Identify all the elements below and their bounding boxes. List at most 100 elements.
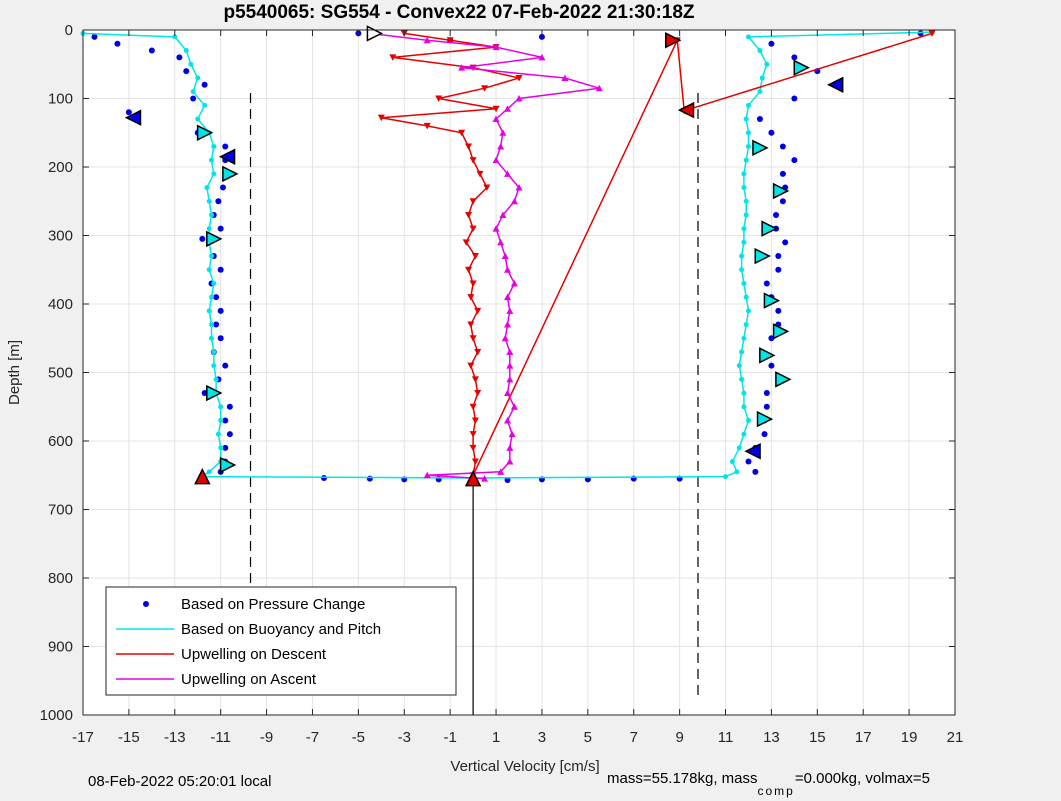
ascent-upwelling-line-point (423, 471, 431, 479)
legend-label: Upwelling on Ascent (181, 671, 317, 688)
ascent-upwelling-line-point (481, 475, 489, 482)
triangle-marker (218, 148, 236, 165)
ascent-upwelling-line-point (506, 458, 514, 465)
buoyancy-pitch-line-point (741, 239, 747, 245)
axis-ticks: -17 -15 -13 -11 -9 -7 -5 -3 -1 1 3 5 7 9 11 13 15 17 19 210… (40, 22, 964, 746)
pressure-change-point (779, 143, 786, 150)
buoyancy-pitch-line-point (206, 469, 212, 475)
y-tick-label: 800 (48, 570, 73, 587)
ascent-upwelling-line-point (506, 444, 514, 451)
buoyancy-pitch-line-point (213, 376, 219, 382)
y-tick-label: 600 (48, 433, 73, 450)
ascent-upwelling-line-point (497, 142, 505, 150)
triangle-marker (763, 292, 781, 309)
buoyancy-pitch-line-point (745, 34, 751, 40)
x-tick-label: 7 (630, 729, 638, 746)
ascent-upwelling-line-point (501, 334, 509, 342)
buoyancy-pitch-line-point (741, 431, 747, 437)
descent-upwelling-line-point (481, 85, 489, 92)
pressure-change-point (217, 335, 224, 342)
descent-upwelling-line-point (469, 335, 477, 342)
triangle-marker (752, 139, 769, 157)
pressure-change-point (768, 40, 775, 47)
buoyancy-pitch-line-point (759, 75, 765, 81)
y-tick-label: 1000 (40, 707, 73, 724)
buoyancy-pitch-line-point (195, 75, 201, 81)
pressure-change-point (763, 390, 770, 397)
x-tick-label: -17 (72, 729, 94, 746)
legend-label: Upwelling on Descent (181, 646, 327, 663)
buoyancy-pitch-line-point (745, 102, 751, 108)
buoyancy-pitch-line-point (190, 89, 196, 95)
buoyancy-pitch-line-point (218, 404, 224, 410)
buoyancy-pitch-line-point (183, 48, 189, 54)
buoyancy-pitch-line-point (741, 404, 747, 410)
y-tick-label: 500 (48, 365, 73, 382)
local-time-footer: 08-Feb-2022 05:20:01 local (88, 773, 272, 790)
descent-upwelling-line-point (471, 417, 479, 424)
triangle-marker (772, 323, 790, 340)
descent-upwelling-line-point (465, 266, 473, 274)
pressure-change-point (222, 417, 229, 424)
pressure-change-point (779, 170, 786, 177)
y-tick-label: 0 (65, 22, 73, 39)
ascent-upwelling-line-point (497, 468, 505, 475)
ascent-upwelling-line-point (510, 197, 518, 205)
buoyancy-pitch-line-point (211, 280, 217, 286)
triangle-marker (761, 220, 778, 237)
descent-upwelling-line (381, 32, 933, 476)
triangle-marker (664, 32, 682, 49)
triangle-marker (775, 371, 792, 388)
descent-upwelling-line-point (469, 225, 477, 233)
pressure-change-point (217, 307, 224, 314)
descent-upwelling-line-point (458, 129, 466, 137)
ascent-upwelling-line-point (506, 348, 514, 355)
x-tick-label: -15 (118, 729, 140, 746)
ascent-upwelling-line-point (499, 129, 507, 136)
pressure-change-point (745, 458, 752, 465)
x-tick-label: -7 (306, 729, 319, 746)
buoyancy-pitch-line-point (215, 431, 221, 437)
ascent-upwelling-line-point (504, 105, 512, 112)
triangle-marker (206, 384, 223, 402)
mass-comp-text: =0.000kg, volmax=5 (794, 770, 930, 787)
descent-upwelling-line-point (377, 114, 385, 122)
x-tick-label: 1 (492, 729, 500, 746)
descent-upwelling-line-point (469, 431, 477, 438)
mass-footer: mass=55.178kg, masscomp=0.000kg, volmax=… (607, 770, 930, 798)
pressure-change-point (791, 157, 798, 164)
y-tick-label: 100 (48, 91, 73, 108)
buoyancy-pitch-line-point (195, 116, 201, 122)
pressure-change-point (366, 475, 373, 482)
pressure-change-point (763, 403, 770, 410)
x-tick-label: 15 (809, 729, 826, 746)
pressure-change-point (768, 362, 775, 369)
mass-subscript: comp (757, 784, 795, 798)
descent-upwelling-line-point (474, 307, 482, 315)
x-tick-label: 21 (947, 729, 964, 746)
descent-upwelling-line-point (446, 37, 454, 44)
buoyancy-pitch-line-point (172, 34, 178, 40)
pressure-change-point (775, 253, 782, 260)
buoyancy-pitch-line-point (209, 335, 215, 341)
y-tick-label: 200 (48, 159, 73, 176)
legend: Based on Pressure Change Based on Buoyanc… (105, 586, 457, 696)
descent-upwelling-line-point (435, 95, 443, 102)
buoyancy-pitch-line-point (745, 308, 751, 314)
descent-upwelling-line-point (492, 105, 500, 113)
x-tick-label: 5 (584, 729, 592, 746)
y-axis-label: Depth [m] (6, 340, 23, 405)
pressure-change-point (538, 33, 545, 40)
descent-upwelling-line-point (471, 376, 479, 383)
triangle-marker (793, 59, 810, 76)
triangle-marker (826, 76, 844, 94)
pressure-change-point (222, 444, 229, 451)
descent-upwelling-line-point (474, 390, 482, 397)
triangle-marker (206, 230, 223, 248)
descent-upwelling-line-point (476, 170, 484, 178)
x-tick-label: 17 (855, 729, 872, 746)
descent-upwelling-line-point (465, 143, 473, 150)
buoyancy-pitch-line-point (211, 363, 217, 369)
buoyancy-pitch-line-point (206, 308, 212, 314)
